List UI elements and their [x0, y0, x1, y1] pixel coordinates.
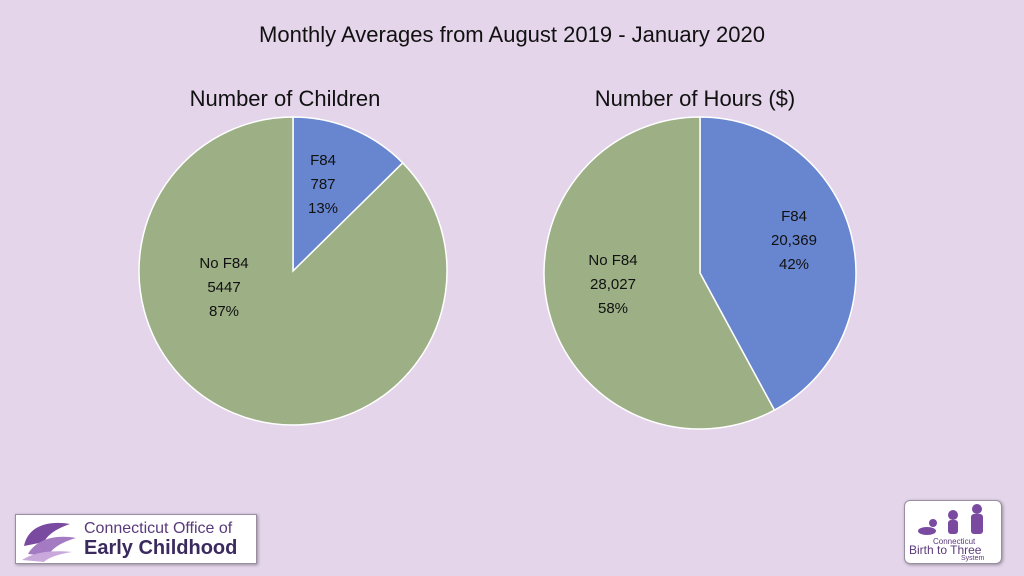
pie-slice-f84 — [699, 116, 857, 412]
slice-label-percent: 42% — [779, 256, 809, 273]
pie-slice-no-f84 — [138, 116, 448, 426]
b23-logo-system: System — [961, 555, 985, 562]
children-pie-chart: F84 787 13% No F84 5447 87% — [138, 116, 448, 426]
oec-logo-line2: Early Childhood — [84, 537, 238, 559]
slice-label-label: F84 — [781, 208, 807, 225]
slice-label-value: 28,027 — [590, 276, 636, 293]
children-chart-title: Number of Children — [189, 86, 381, 111]
slide-title: Monthly Averages from August 2019 - Janu… — [259, 22, 765, 47]
slice-label-label: F84 — [310, 152, 336, 169]
b23-logo-name: Birth to Three — [909, 543, 982, 557]
slice-label-value: 5447 — [207, 279, 240, 296]
b23-logo-state: Connecticut — [933, 537, 976, 546]
slice-label-label: No F84 — [588, 252, 637, 269]
children-figures-icon — [918, 504, 983, 535]
hours-chart-title: Number of Hours ($) — [594, 86, 796, 111]
oec-logo-line1: Connecticut Office of — [84, 520, 233, 537]
hours-pie-chart: F84 20,369 42% No F84 28,027 58% — [543, 116, 857, 430]
slice-label-percent: 87% — [209, 303, 239, 320]
hands-icon — [22, 522, 76, 562]
slice-label-value: 787 — [310, 176, 335, 193]
slice-label-percent: 58% — [598, 300, 628, 317]
slice-label-label: No F84 — [199, 255, 248, 272]
pie-slice-no-f84 — [543, 116, 776, 430]
birth-to-three-logo: Connecticut Birth to Three System — [904, 500, 1002, 564]
pie-slice-f84 — [292, 116, 404, 273]
oec-logo: Connecticut Office of Early Childhood — [15, 514, 257, 564]
slice-label-value: 20,369 — [771, 232, 817, 249]
slice-label-percent: 13% — [308, 200, 338, 217]
